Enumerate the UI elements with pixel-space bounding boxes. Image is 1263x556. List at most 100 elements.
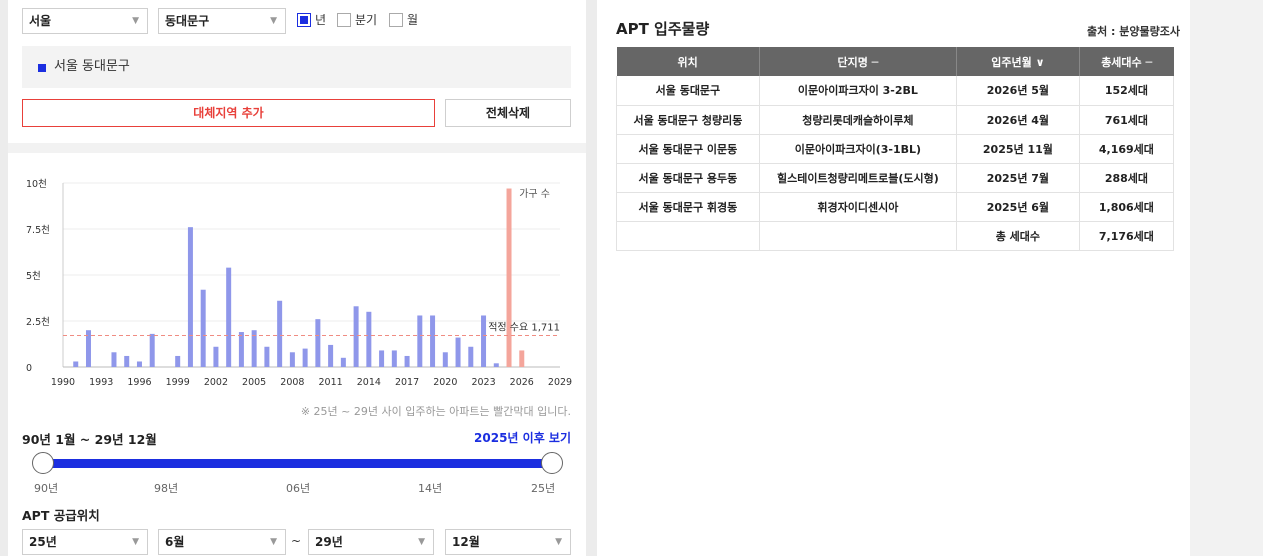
cell-location (616, 221, 760, 251)
year-checkbox[interactable]: 년 (297, 13, 326, 27)
bar (481, 315, 487, 367)
end-year-value: 29년 (315, 535, 343, 549)
supply-location-title: APT 공급위치 (22, 508, 100, 523)
table-row: 서울 동대문구 용두동 힐스테이트청량리메트로블(도시형) 2025년 7월 2… (616, 163, 1175, 193)
end-year-select[interactable]: 29년 ▼ (308, 529, 434, 555)
bar (379, 350, 385, 367)
cell-location: 서울 동대문구 용두동 (616, 163, 760, 193)
future-bar (506, 188, 512, 367)
bar (366, 311, 372, 367)
bar (264, 346, 270, 367)
total-units-label: 총 세대수 (956, 221, 1080, 251)
range-slider-end-handle[interactable] (541, 452, 563, 474)
column-header-total-units[interactable]: 총세대수 ─ (1079, 47, 1174, 76)
total-units-value: 7,176세대 (1079, 221, 1175, 251)
bar (391, 350, 397, 367)
cell-move-in-date: 2026년 4월 (956, 105, 1080, 135)
chevron-down-icon: ▼ (418, 537, 425, 547)
selected-region-box: 서울 동대문구 (22, 46, 571, 88)
x-tick-label: 1999 (166, 377, 190, 388)
selected-region-label: 서울 동대문구 (54, 59, 130, 74)
cell-location: 서울 동대문구 (616, 76, 760, 106)
table-row: 서울 동대문구 이문아이파크자이 3-2BL 2026년 5월 152세대 (616, 76, 1175, 106)
table-total-row: 총 세대수 7,176세대 (616, 221, 1175, 251)
column-header-move-in-date[interactable]: 입주년월 ∨ (956, 47, 1080, 76)
bar (417, 315, 423, 367)
bar (315, 319, 321, 367)
district-select[interactable]: 동대문구 ▼ (158, 8, 286, 34)
y-tick-label: 2.5천 (26, 317, 50, 328)
bar (73, 361, 79, 367)
slider-label: 14년 (418, 482, 443, 495)
table-row: 서울 동대문구 청량리동 청량리롯데캐슬하이루체 2026년 4월 761세대 (616, 105, 1175, 135)
bar (111, 352, 117, 367)
city-select[interactable]: 서울 ▼ (22, 8, 148, 34)
start-month-value: 6월 (165, 535, 185, 549)
chevron-down-icon: ▼ (132, 537, 139, 547)
chevron-down-icon: ▼ (270, 537, 277, 547)
slider-label: 06년 (286, 482, 311, 495)
bar (175, 355, 181, 367)
end-month-value: 12월 (452, 535, 480, 549)
x-tick-label: 2005 (242, 377, 266, 388)
quarter-checkbox[interactable]: 분기 (337, 13, 377, 27)
clear-all-button[interactable]: 전체삭제 (445, 99, 571, 127)
start-year-select[interactable]: 25년 ▼ (22, 529, 148, 555)
end-month-select[interactable]: 12월 ▼ (445, 529, 571, 555)
cell-complex (759, 221, 957, 251)
cell-location: 서울 동대문구 이문동 (616, 134, 760, 164)
chevron-down-icon: ▼ (555, 537, 562, 547)
supply-bar-chart: 0 2.5천 5천 7.5천 10천 1990 1993 1996 1999 2002 2005 20… (26, 179, 572, 388)
reference-label: 적정 수요 1,711 (488, 322, 560, 334)
month-checkbox[interactable]: 월 (389, 13, 418, 27)
y-tick-label: 7.5천 (26, 225, 50, 236)
range-slider-start-handle[interactable] (32, 452, 54, 474)
x-tick-label: 2026 (510, 377, 534, 388)
bar (85, 330, 91, 367)
chart-note: ※ 25년 ~ 29년 사이 입주하는 아파트는 빨간막대 입니다. (300, 405, 571, 418)
checkbox-checked-icon (297, 13, 311, 27)
bar (340, 357, 346, 367)
range-slider-track[interactable] (42, 459, 552, 468)
range-title: 90년 1월 ~ 29년 12월 (22, 432, 157, 447)
x-tick-label: 2002 (204, 377, 228, 388)
view-after-2025-link[interactable]: 2025년 이후 보기 (474, 431, 571, 445)
bar (200, 289, 206, 367)
column-header-complex[interactable]: 단지명 ─ (759, 47, 957, 76)
legend-label: 가구 수 (519, 188, 550, 200)
add-region-button[interactable]: 대체지역 추가 (22, 99, 435, 127)
source-label: 출처 : 분양물량조사 (1086, 25, 1180, 38)
x-tick-label: 1996 (127, 377, 151, 388)
cell-total-units: 761세대 (1079, 105, 1175, 135)
table-row: 서울 동대문구 휘경동 휘경자이디센시아 2025년 6월 1,806세대 (616, 192, 1175, 222)
x-tick-label: 2014 (357, 377, 381, 388)
start-month-select[interactable]: 6월 ▼ (158, 529, 286, 555)
x-tick-label: 2011 (319, 377, 343, 388)
x-tick-label: 2008 (280, 377, 304, 388)
bar (277, 300, 283, 367)
cell-total-units: 152세대 (1079, 76, 1175, 106)
x-tick-label: 2029 (548, 377, 572, 388)
table-header-row: 위치 단지명 ─ 입주년월 ∨ 총세대수 ─ (616, 47, 1174, 76)
bar (468, 346, 474, 367)
range-tilde: ~ (291, 534, 302, 548)
cell-total-units: 4,169세대 (1079, 134, 1175, 164)
y-tick-label: 0 (26, 363, 32, 374)
x-tick-label: 2017 (395, 377, 419, 388)
chevron-down-icon: ▼ (132, 16, 139, 26)
cell-move-in-date: 2025년 11월 (956, 134, 1080, 164)
x-tick-label: 2020 (433, 377, 457, 388)
slider-label: 98년 (154, 482, 179, 495)
table-row: 서울 동대문구 이문동 이문아이파크자이(3-1BL) 2025년 11월 4,… (616, 134, 1175, 164)
x-tick-label: 2023 (471, 377, 495, 388)
left-gutter (0, 0, 8, 556)
y-tick-label: 10천 (26, 179, 47, 190)
bar (136, 361, 142, 367)
cell-complex: 이문아이파크자이 3-2BL (759, 76, 957, 106)
bar (404, 355, 410, 367)
bar (328, 344, 334, 367)
section-divider (8, 143, 586, 153)
month-checkbox-label: 월 (407, 13, 419, 27)
bar (430, 315, 436, 367)
future-bar (519, 350, 525, 367)
